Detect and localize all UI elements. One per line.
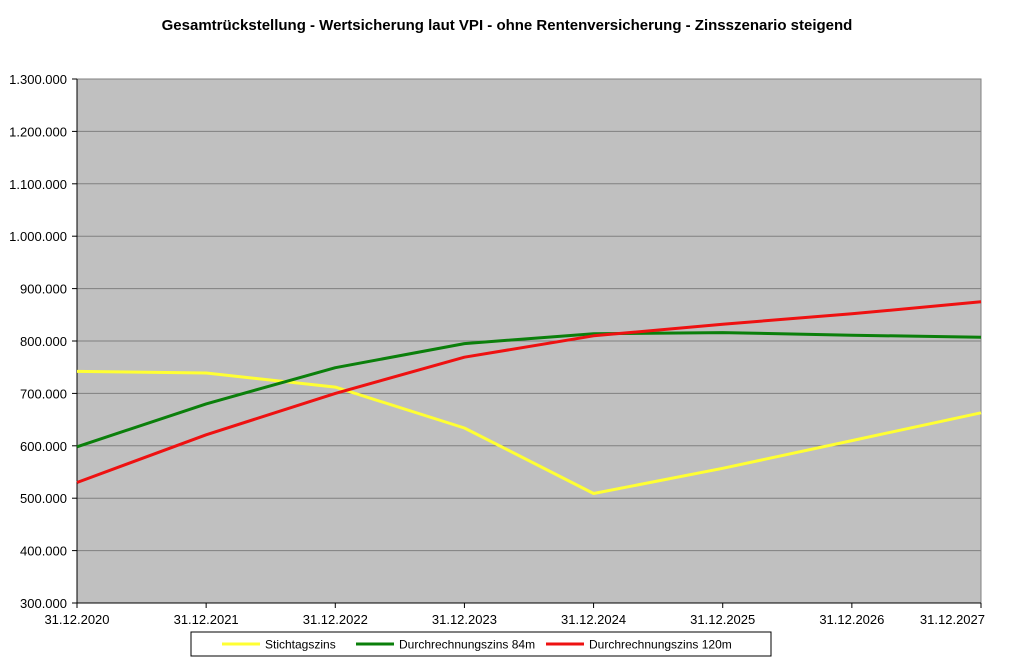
legend-label: Stichtagszins [265, 638, 336, 652]
series-line-2 [76, 300, 982, 484]
chart-title: Gesamtrückstellung - Wertsicherung laut … [162, 17, 853, 34]
series-lines [76, 300, 982, 495]
x-tick-label: 31.12.2027 [920, 612, 985, 627]
x-tick-label: 31.12.2020 [44, 612, 109, 627]
y-tick-label: 900.000 [20, 282, 67, 297]
x-tick-label: 31.12.2025 [690, 612, 755, 627]
y-tick-label: 600.000 [20, 439, 67, 454]
x-axis-tick-labels: 31.12.2020 31.12.2021 31.12.2022 31.12.2023… [44, 612, 985, 627]
x-tick-label: 31.12.2021 [174, 612, 239, 627]
x-tick-label: 31.12.2023 [432, 612, 497, 627]
x-tick-label: 31.12.2026 [819, 612, 884, 627]
axes [72, 78, 982, 608]
legend-entry: Stichtagszins [222, 638, 336, 652]
y-tick-label: 400.000 [20, 544, 67, 559]
y-tick-label: 1.100.000 [9, 177, 67, 192]
x-tick-label: 31.12.2022 [303, 612, 368, 627]
legend-entry: Durchrechnungszins 120m [546, 638, 732, 652]
legend-label: Durchrechnungszins 84m [399, 638, 535, 652]
y-tick-label: 500.000 [20, 491, 67, 506]
series-line-1 [76, 331, 982, 449]
y-tick-label: 1.200.000 [9, 124, 67, 139]
legend-label: Durchrechnungszins 120m [589, 638, 732, 652]
y-tick-label: 1.300.000 [9, 72, 67, 87]
y-tick-label: 700.000 [20, 386, 67, 401]
legend-box [190, 631, 772, 657]
grid-lines [77, 130, 981, 552]
y-tick-label: 1.000.000 [9, 229, 67, 244]
legend: Stichtagszins Durchrechnungszins 84m Durch… [190, 631, 772, 657]
y-tick-label: 800.000 [20, 334, 67, 349]
y-tick-label: 300.000 [20, 596, 67, 611]
series-line-0 [76, 369, 982, 495]
x-tick-label: 31.12.2024 [561, 612, 626, 627]
y-axis-tick-labels: 300.000 400.000 500.000 600.000 700.000 800.0… [9, 72, 67, 611]
legend-entry: Durchrechnungszins 84m [356, 638, 535, 652]
